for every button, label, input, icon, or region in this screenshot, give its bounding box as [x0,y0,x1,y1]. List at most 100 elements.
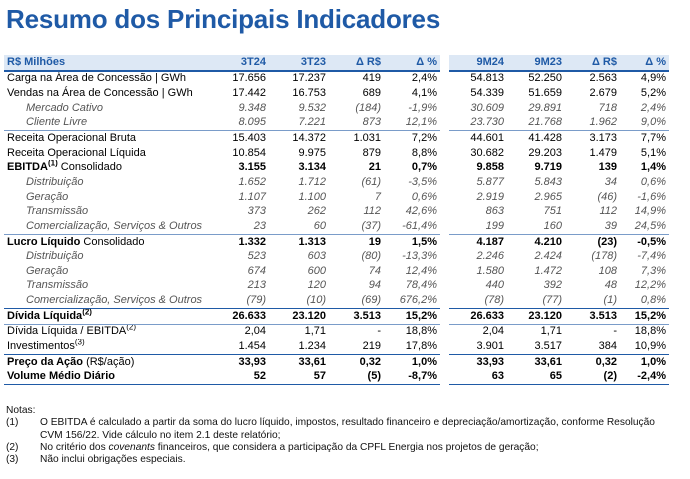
table-row: Distribuição 1.652 1.712 (61) -3,5% 5.877 5.84… [4,175,669,190]
table-cell: -8,7% [384,369,440,386]
table-cell: 12,4% [405,264,437,277]
table-cell: 94 [368,279,381,292]
table-cell: -13,3% [402,250,437,263]
table-cell: 12,2% [634,279,666,292]
table-cell: 5.843 [534,175,562,188]
column-header: 3T24 [210,55,269,72]
table-cell: 112 [599,205,617,218]
table-cell: 4,1% [411,87,437,100]
table-row: Cliente Livre 8.095 7.221 873 12,1% 23.730 21.… [4,116,669,131]
table-cell: 1.234 [298,339,326,352]
table-cell: 3.517 [534,339,562,352]
table-cell: 2.424 [534,250,562,263]
table-cell: 120 [307,279,326,292]
table-row: Receita Operacional Bruta 15.403 14.372 1.0… [4,130,669,146]
table-cell: -2,4% [620,369,669,386]
note-number: (1) [6,417,19,429]
table-cell: 33,61 [507,353,565,370]
table-cell: 9.858 [476,161,504,174]
notes-section: Notas: (1) O EBITDA é calculado a partir… [6,405,680,466]
table-row: Volume Médio Diário 52 57 (5) -8,7% 63 65 (2) -2… [4,369,669,386]
table-cell: 1,5% [384,233,440,250]
table-cell: -61,4% [402,219,437,232]
table-cell: 23 [253,219,266,232]
column-header: 9M23 [507,55,565,72]
row-label: Carga na Área de Concessão | GWh [7,72,186,85]
row-label: Comercialização, Serviços & Outros [26,219,203,232]
table-row: Geração 674 600 74 12,4% 1.580 1.472 108 7,3% [4,264,669,279]
table-cell: 30.682 [470,146,504,159]
table-cell: 41.428 [507,130,565,146]
table-cell: 0,6% [640,175,666,188]
indicators-table: R$ Milhões 3T24 3T23 Δ R$ Δ % 9M24 9M23 Δ R$ Δ %… [4,55,669,386]
table-cell: (61) [361,175,381,188]
table-cell: 9.719 [534,161,562,174]
table-cell: 139 [598,161,617,174]
column-header: R$ Milhões [4,55,210,72]
row-label: Distribuição [26,175,84,188]
column-header: Δ R$ [329,55,384,72]
table-row: EBITDA(1) Consolidado 3.155 3.134 21 0,7% 9.8… [4,160,669,175]
row-label: Preço da Ação (R$/ação) [4,353,210,370]
table-cell: 7,2% [384,130,440,146]
table-cell: 219 [362,339,381,352]
table-cell: 7 [374,190,381,203]
table-cell: (79) [246,294,266,307]
table-cell: 15,2% [620,307,669,325]
table-cell: 8.095 [238,116,266,129]
table-cell: 21 [368,161,381,174]
table-cell: (2) [565,369,620,386]
table-cell: 17.656 [232,72,266,85]
note-text: No critério dos covenants financeiros, q… [40,441,539,453]
table-cell: 19 [329,233,384,250]
table-row: Dívida Líquida(2) 26.633 23.120 3.513 15,2% 2… [4,307,669,325]
table-cell: 15,2% [384,307,440,325]
table-cell: 7,7% [620,130,669,146]
table-cell: 48 [604,279,617,292]
table-cell: 160 [543,219,562,232]
table-cell: 3.134 [298,161,326,174]
table-cell: 1.100 [298,190,326,203]
table-cell: 689 [362,87,381,100]
table-cell: 12,1% [405,116,437,129]
table-cell: 16.753 [292,87,326,100]
table-cell: 392 [543,279,562,292]
table-cell: 4.210 [507,233,565,250]
row-label: Transmissão [26,205,89,218]
table-cell: 2.919 [476,190,504,203]
table-cell: 17.237 [292,72,326,85]
table-cell: 1.962 [589,116,617,129]
table-cell: 74 [368,264,381,277]
page-title: Resumo dos Principais Indicadores [6,4,441,34]
table-cell: (178) [591,250,617,263]
table-cell: 14.372 [269,130,329,146]
table-row: Geração 1.107 1.100 7 0,6% 2.919 2.965 (46) -1,6… [4,190,669,205]
note-text: O EBITDA é calculado a partir da soma do… [40,417,655,441]
table-cell: 14,9% [634,205,666,218]
table-cell: 0,8% [640,294,666,307]
table-row: Distribuição 523 603 (80) -13,3% 2.246 2.424 (1… [4,249,669,264]
table-cell: 17.442 [232,87,266,100]
table-cell: 108 [598,264,617,277]
table-cell: 63 [449,369,507,386]
column-header: 3T23 [269,55,329,72]
column-header: Δ % [384,55,440,72]
table-row: Mercado Cativo 9.348 9.532 (184) -1,9% 30.609… [4,101,669,116]
table-cell: 34 [604,175,617,188]
table-cell: 373 [247,205,266,218]
table-row: Receita Operacional Líquida 10.854 9.975 87… [4,146,669,161]
table-cell: (1) [603,294,617,307]
table-row: Transmissão 213 120 94 78,4% 440 392 48 12,2% [4,279,669,294]
table-cell: 1.107 [238,190,266,203]
table-cell: 1.332 [210,233,269,250]
table-cell: 1,4% [640,161,666,174]
table-cell: (69) [361,294,381,307]
table-cell: (10) [306,294,326,307]
table-cell: 7,3% [640,264,666,277]
row-label: Transmissão [26,279,89,292]
table-cell: 18,8% [384,323,440,340]
table-cell: 384 [598,339,617,352]
table-cell: 1,0% [384,353,440,370]
table-cell: 52 [210,369,269,386]
table-cell: 5.877 [476,175,504,188]
